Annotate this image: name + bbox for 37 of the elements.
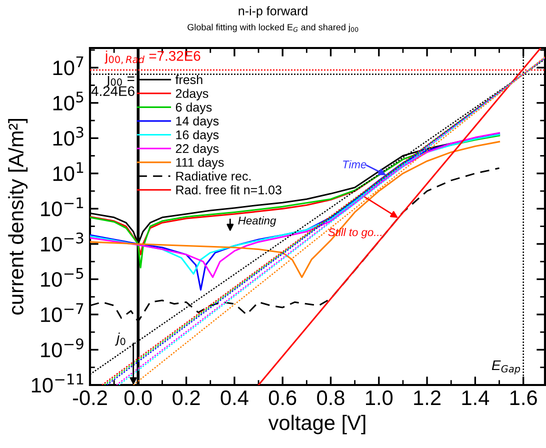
x-tick-label: 0.0 [124, 390, 152, 406]
x-tick-label: 0.2 [172, 390, 200, 406]
y-tick-label: 10$^{5}$ [53, 92, 84, 111]
y-tick-label: 10$^{−3}$ [41, 232, 84, 252]
y-axis-title: current density [A/m²] [8, 118, 28, 315]
x-tick-label: 1.2 [414, 390, 440, 405]
y-tick-label: 10$^{7}$ [53, 56, 84, 76]
y-tick-label: 10$^{3}$ [53, 126, 84, 146]
legend-label: 14 days [176, 116, 219, 128]
legend-label: 22 days [176, 144, 219, 156]
legend-label: 6 days [176, 102, 212, 114]
chart-title: n-i-p forward [238, 6, 308, 18]
x-tick-label: 0.8 [317, 390, 344, 406]
x-tick-label: 0.4 [220, 390, 248, 406]
x-tick-label: 0.6 [268, 390, 296, 406]
annotation: Time [343, 160, 366, 168]
y-tick-label: 10$^{−7}$ [41, 303, 84, 322]
y-tick-label: 10$^{1}$ [53, 162, 84, 182]
x-axis-title: voltage [V] [268, 414, 366, 434]
legend-label: Radiative rec. [176, 171, 251, 181]
annotation: j$_{00}$ = 4.24E6 [91, 73, 134, 96]
ref-line-label: E$_{Gap}$ [492, 360, 520, 374]
y-tick-label: 10$^{−5}$ [41, 268, 84, 287]
legend-label: fresh [175, 74, 202, 84]
legend-label: 16 days [176, 130, 219, 142]
legend-label: 2days [176, 88, 208, 100]
chart-subtitle: Global fitting with locked E$_{G}$ and shared j$_{00}$ [188, 24, 358, 32]
annotation: Heating [238, 216, 276, 227]
y-tick-label: 10$^{−1}$ [41, 197, 84, 216]
x-tick-label: 1.0 [366, 390, 393, 406]
legend-label: Rad. free fit n=1.03 [176, 185, 282, 194]
legend-label: 111 days [176, 158, 224, 170]
annotation: j$_{0}$ [114, 332, 126, 346]
x-tick-label: 1.6 [510, 390, 537, 406]
x-tick-label: -0.2 [72, 390, 107, 406]
x-tick-label: 1.4 [462, 390, 490, 405]
y-tick-label: 10$^{−9}$ [41, 338, 84, 358]
